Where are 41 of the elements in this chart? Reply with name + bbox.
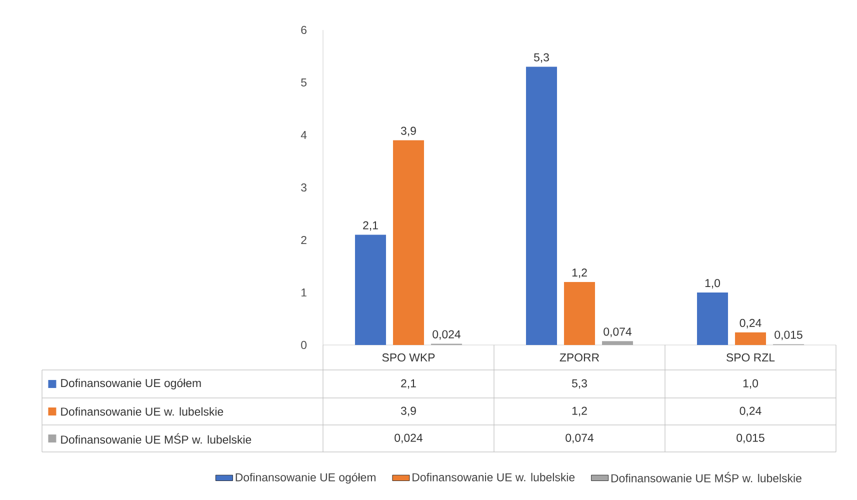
data-label: 2,1 bbox=[401, 379, 416, 389]
bar bbox=[564, 282, 596, 345]
bar bbox=[735, 332, 766, 345]
data-label: 3,9 bbox=[400, 406, 416, 416]
y-tick-label: 1 bbox=[301, 288, 306, 296]
data-label: 1,2 bbox=[572, 406, 587, 416]
y-tick-label: 5 bbox=[301, 78, 307, 86]
x-tick-label: SPO WKP bbox=[382, 353, 435, 362]
x-tick-label: SPO RZL bbox=[726, 353, 775, 362]
legend-label: Dofinansowanie UE ogółem bbox=[236, 472, 376, 484]
legend-label: Dofinansowanie UE w. lubelskie bbox=[412, 472, 575, 482]
x-tick-label: ZPORR bbox=[560, 353, 600, 362]
text: 1,2 bbox=[572, 268, 587, 278]
text: 0,015 bbox=[774, 330, 802, 340]
y-tick-label: 6 bbox=[301, 26, 306, 34]
data-label: 0,024 bbox=[394, 434, 422, 444]
text: 3,9 bbox=[400, 126, 416, 136]
y-tick-label: 4 bbox=[300, 131, 307, 139]
data-label: 1,0 bbox=[743, 379, 758, 389]
bar bbox=[355, 234, 386, 345]
y-tick-label: 3 bbox=[301, 183, 306, 192]
bar bbox=[602, 341, 634, 345]
text: 2,1 bbox=[363, 221, 378, 231]
y-tick-label: 0 bbox=[301, 340, 307, 350]
text: 0,24 bbox=[740, 318, 762, 328]
text: Dofinansowanie UE MŚP w. lubelskie bbox=[61, 433, 252, 444]
text: 1,0 bbox=[705, 279, 720, 288]
text: Dofinansowanie UE w. lubelskie bbox=[61, 407, 224, 416]
data-label: 0,24 bbox=[740, 406, 762, 416]
bar bbox=[697, 292, 728, 345]
legend-label: Dofinansowanie UE MŚP w. lubelskie bbox=[611, 472, 802, 482]
bar bbox=[526, 66, 558, 345]
data-label: 0,074 bbox=[566, 434, 594, 444]
y-tick-label: 2 bbox=[301, 236, 306, 244]
text: 0,074 bbox=[604, 328, 632, 338]
text: 0,024 bbox=[432, 330, 460, 340]
text: Dofinansowanie UE ogółem bbox=[61, 378, 201, 390]
data-label: 0,015 bbox=[736, 434, 764, 444]
data-label: 5,3 bbox=[572, 379, 587, 389]
bar bbox=[393, 140, 424, 345]
text: 5,3 bbox=[534, 53, 549, 63]
